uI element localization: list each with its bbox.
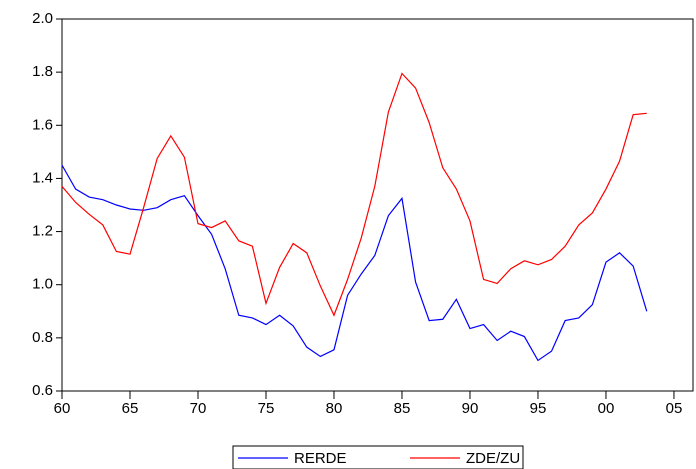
y-tick-label: 1.0: [32, 276, 53, 293]
x-tick-label: 95: [530, 400, 547, 417]
y-tick-label: 0.8: [32, 329, 53, 346]
y-tick-label: 1.4: [32, 169, 53, 186]
x-tick-label: 70: [190, 400, 207, 417]
series-line: [61, 164, 648, 362]
x-tick-label: 85: [394, 400, 411, 417]
y-tick-label: 2.0: [32, 10, 53, 27]
x-tick-label: 60: [54, 400, 71, 417]
y-tick-label: 1.2: [32, 223, 53, 240]
x-tick-label: 75: [258, 400, 275, 417]
series-line: [61, 72, 647, 317]
x-tick-label: 65: [122, 400, 139, 417]
x-tick-label: 90: [462, 400, 479, 417]
y-tick-label: 0.6: [32, 382, 53, 399]
legend-label: ZDE/ZU: [466, 450, 520, 467]
x-tick-label: 80: [326, 400, 343, 417]
legend-box: [232, 445, 524, 469]
legend-label: RERDE: [294, 450, 347, 467]
y-tick-label: 1.6: [32, 116, 53, 133]
x-tick-label: 05: [666, 400, 683, 417]
x-tick-label: 00: [598, 400, 615, 417]
y-tick-label: 1.8: [32, 63, 53, 80]
plot-frame: [61, 18, 694, 392]
